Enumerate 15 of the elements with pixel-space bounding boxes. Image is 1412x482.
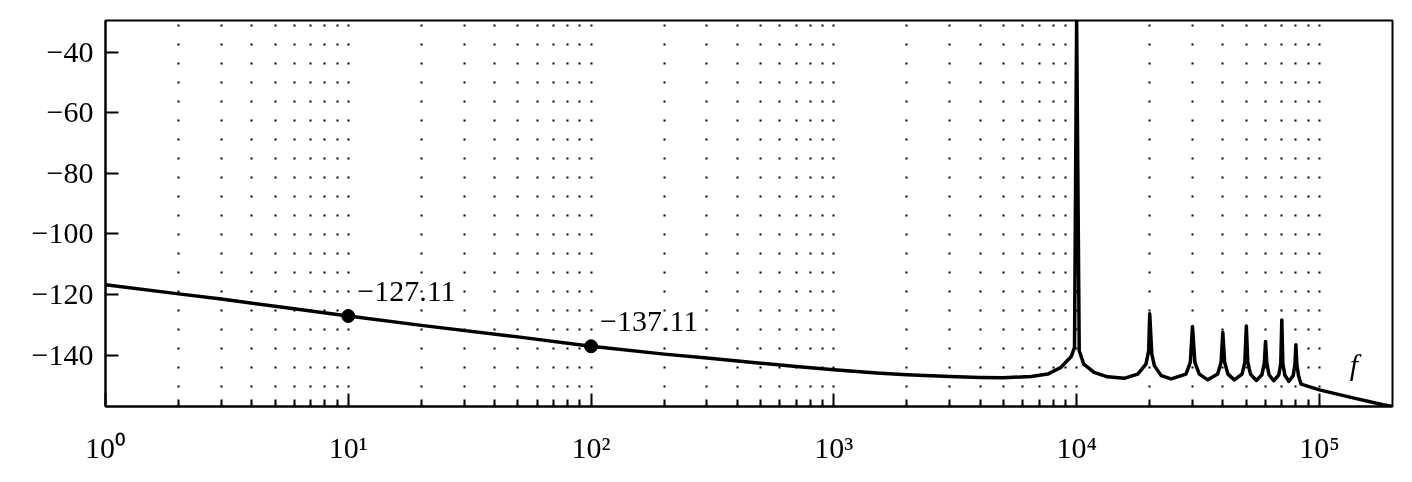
x-tick-label: 10³	[814, 430, 854, 464]
data-label: −137.11	[600, 304, 699, 338]
x-tick-label: 10²	[571, 430, 611, 464]
y-tick-label: −100	[31, 216, 94, 250]
x-tick-label: 10¹	[328, 430, 368, 464]
y-tick-label: −60	[46, 95, 94, 129]
y-tick-label: −80	[46, 155, 94, 189]
y-tick-label: −120	[31, 276, 94, 310]
x-tick-label: 10⁵	[1299, 430, 1340, 464]
data-label: −127.11	[357, 274, 456, 308]
x-tick-label: 10⁰	[85, 430, 126, 464]
y-tick-label: −140	[31, 337, 94, 371]
x-axis-title: f	[1349, 347, 1362, 381]
x-tick-label: 10⁴	[1056, 430, 1097, 464]
y-tick-label: −40	[46, 34, 94, 68]
